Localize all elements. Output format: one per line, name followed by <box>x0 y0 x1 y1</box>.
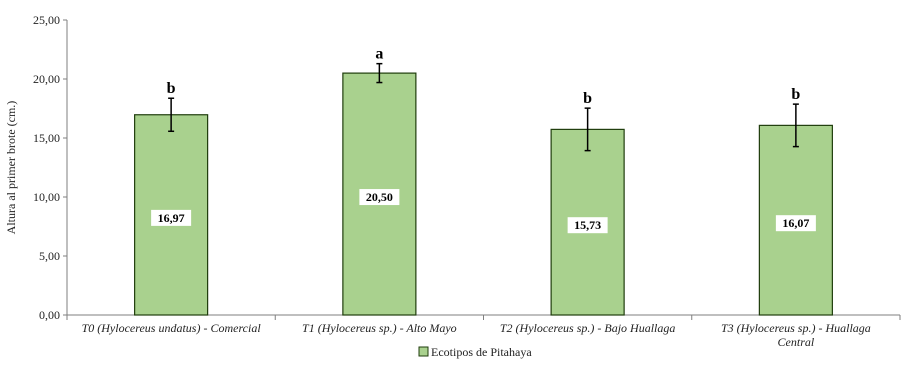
y-tick-label: 15,00 <box>33 131 60 145</box>
data-label-box <box>567 217 608 234</box>
significance-letter: b <box>583 90 592 107</box>
data-label: 15,73 <box>574 218 601 232</box>
data-label-box <box>775 215 816 232</box>
significance-letter: a <box>375 46 383 63</box>
y-tick-label: 25,00 <box>33 13 60 27</box>
data-label-box <box>151 209 192 226</box>
y-axis-title: Altura al primer brote (cm.) <box>4 101 18 235</box>
x-axis-categories: T0 (Hylocereus undatus) - Comercial T1 (H… <box>82 321 871 349</box>
y-tick-label: 10,00 <box>33 190 60 204</box>
data-label: 16,97 <box>158 211 185 225</box>
x-tick-label: T3 (Hylocereus sp.) - Huallaga Central <box>721 321 871 349</box>
legend-label: Ecotipos de Pitahaya <box>431 345 532 359</box>
significance-letter: b <box>167 80 176 97</box>
data-label-box <box>359 189 400 206</box>
significance-letter: b <box>791 86 800 103</box>
y-axis-label: Altura al primer brote (cm.) <box>4 101 18 235</box>
data-label: 16,07 <box>782 216 809 230</box>
bars: b 16,97 a 20,50 b 15,73 b 16,07 <box>134 46 833 316</box>
legend-swatch <box>418 346 429 357</box>
y-tick-label: 5,00 <box>39 249 60 263</box>
y-tick-label: 20,00 <box>33 72 60 86</box>
y-tick-label: 0,00 <box>39 308 60 322</box>
y-axis-ticks: 0,00 5,00 10,00 15,00 20,00 25,00 <box>33 13 67 322</box>
x-tick-label: T2 (Hylocereus sp.) - Bajo Huallaga <box>500 321 676 335</box>
x-tick-label: T1 (Hylocereus sp.) - Alto Mayo <box>302 321 457 335</box>
data-label: 20,50 <box>366 190 393 204</box>
x-tick-label: T0 (Hylocereus undatus) - Comercial <box>82 321 262 335</box>
legend: Ecotipos de Pitahaya <box>418 345 532 359</box>
